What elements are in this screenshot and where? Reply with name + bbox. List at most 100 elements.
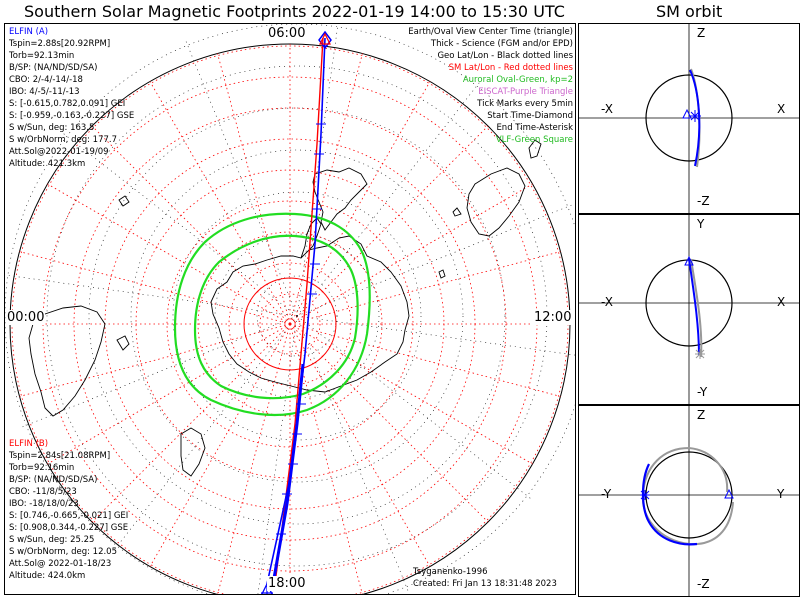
sm-meridian (19, 323, 291, 397)
info-line: S w/Sun, deg: 163.5 (9, 123, 95, 133)
info-line: B/SP: (NA/ND/SD/SA) (9, 475, 98, 485)
sm-meridian (289, 323, 489, 523)
sm-meridian (289, 125, 489, 325)
legend: Earth/Oval View Center Time (triangle) Th… (408, 26, 573, 146)
legend-entry: Start Time-Diamond (487, 111, 573, 121)
footprint-map: 06:00 00:00 12:00 18:00 ELFIN (A) Tspin=… (4, 23, 576, 595)
elfin-a-orbit (641, 463, 698, 546)
axis-up-label: Z (697, 26, 706, 40)
elfin-b-track (274, 37, 324, 585)
antarctica-coast (210, 235, 410, 393)
sm-latitude-circle (228, 262, 352, 386)
satellite-tracks (266, 37, 326, 585)
australia-coast (28, 305, 106, 417)
elfin-b-info: ELFIN (B) Tspin=2.84s[21.08RPM] Torb=92.1… (9, 438, 128, 582)
info-line: S: [0.746,-0.665,-0.021] GEI (9, 511, 129, 521)
geo-meridian (112, 315, 298, 553)
info-line: B/SP: (NA/ND/SD/SA) (9, 63, 98, 73)
geo-meridian (60, 131, 298, 317)
model-label: Tsyganenko-1996 (413, 567, 488, 577)
sm-latitude-circle (259, 293, 321, 355)
elfin-a-orbit (688, 258, 700, 356)
legend-entry: EISCAT-Purple Triangle (478, 87, 573, 97)
view-center-triangle (682, 108, 692, 119)
sm-meridian (217, 53, 291, 325)
axis-left-label: -X (601, 102, 613, 116)
info-line: S: [-0.615,0.782,0.091] GEI (9, 99, 126, 109)
elfin-a-info: ELFIN (A) Tspin=2.88s[20.92RPM] Torb=92.1… (9, 26, 134, 170)
sm-meridian (47, 323, 291, 465)
sm-meridian (289, 251, 561, 325)
sm-orbit-xy-panel: Y -Y -X X (578, 214, 800, 405)
axis-right-label: X (777, 102, 786, 116)
south-america-coast (312, 167, 368, 231)
elfin-a-orbit (689, 69, 701, 167)
legend-entry: SM Lat/Lon - Red dotted lines (448, 63, 573, 73)
geo-meridian (184, 37, 298, 317)
elfin-b-orbit (690, 258, 703, 358)
sm-meridian (289, 323, 363, 594)
end-time-asterisk (689, 110, 701, 122)
sm-orbit-xy-svg (579, 215, 799, 404)
sm-meridian (289, 323, 431, 567)
start-time-diamond (318, 30, 332, 50)
view-center-triangle (684, 255, 694, 266)
info-line: Altitude: 421.3km (9, 159, 86, 169)
sm-meridian (217, 323, 291, 594)
small-islands (118, 195, 462, 279)
sm-meridian (289, 81, 431, 325)
sm-orbit-yz-svg (579, 406, 799, 596)
orbit-title: SM orbit (656, 2, 723, 21)
view-center-triangle (724, 488, 734, 499)
sm-orbit-xz-svg (579, 24, 799, 213)
track-markers (261, 30, 332, 594)
hour-label-bottom: 18:00 (267, 576, 307, 591)
sm-meridian (19, 251, 291, 325)
sm-meridian (149, 81, 291, 325)
sm-meridian (149, 323, 291, 567)
sm-orbit-xz-panel: Z -Z -X X (578, 23, 800, 214)
info-line: S w/OrbNorm, deg: 12.05 (9, 547, 118, 557)
hour-label-left: 00:00 (6, 310, 46, 325)
auroral-oval (173, 212, 371, 417)
sm-meridian (289, 183, 533, 325)
info-line: IBO: 4/-5/-11/-13 (9, 87, 80, 97)
axis-right-label: Y (777, 487, 785, 501)
sm-meridian (91, 125, 291, 325)
end-time-asterisk (695, 349, 705, 359)
geo-meridian (296, 315, 575, 356)
sm-meridian (47, 183, 291, 325)
info-line: CBO: 2/-4/-14/-18 (9, 75, 83, 85)
axis-up-label: Z (697, 408, 706, 422)
geo-meridian (296, 79, 482, 317)
sm-orbit-yz-panel: Z -Z -Y Y (578, 405, 800, 597)
auroral-oval-outer (173, 212, 371, 417)
info-line: CBO: -11/8/5/23 (9, 487, 77, 497)
axis-right-label: X (777, 295, 786, 309)
info-line: S w/OrbNorm, deg: 177.7 (9, 135, 118, 145)
elfin-b-name: ELFIN (B) (9, 439, 49, 449)
axis-left-label: -X (601, 295, 613, 309)
new-zealand-coast (180, 427, 206, 477)
hour-label-right: 12:00 (533, 310, 573, 325)
axis-down-label: -Z (697, 577, 710, 591)
sm-meridian (289, 323, 533, 465)
created-timestamp: Created: Fri Jan 13 18:31:48 2023 (413, 579, 557, 589)
axis-left-label: -Y (601, 487, 612, 501)
geo-meridian (296, 203, 575, 317)
info-line: Att.Sol@2022-01-19/09 (9, 147, 109, 157)
madagascar-coast (528, 139, 542, 159)
legend-entry: Earth/Oval View Center Time (triangle) (408, 27, 573, 37)
geo-meridian (5, 274, 298, 317)
geo-latitude-circle (256, 275, 338, 357)
polar-map-svg (5, 24, 575, 594)
info-line: Torb=92.16min (9, 463, 75, 473)
tasmania-coast (116, 335, 130, 351)
axis-down-label: -Z (697, 194, 710, 208)
info-line: S: [-0.959,-0.163,-0.227] GSE (9, 111, 135, 121)
view-center-triangle (319, 32, 331, 45)
geo-latitude-circle (88, 107, 506, 525)
info-line: S w/Sun, deg: 25.25 (9, 535, 95, 545)
elfin-a-track (266, 37, 326, 585)
sm-meridian (289, 323, 561, 397)
